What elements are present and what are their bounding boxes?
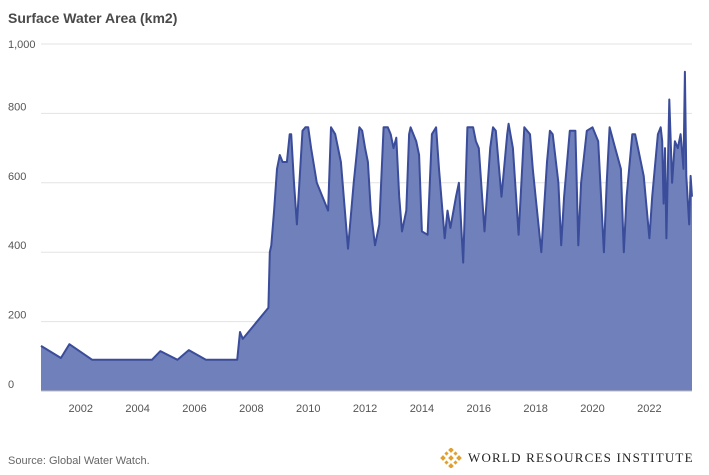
y-tick-label: 600 [8,171,26,183]
x-tick-label: 2014 [410,403,434,415]
x-tick-label: 2016 [467,403,491,415]
wri-logo-icon [440,448,462,468]
y-tick-label: 400 [8,240,26,252]
x-tick-label: 2010 [296,403,320,415]
x-tick-label: 2018 [523,403,547,415]
y-tick-label: 1,000 [8,39,36,51]
y-axis-ticks: 0 200 400 600 800 1,000 [8,39,36,391]
wri-logo[interactable]: WORLD RESOURCES INSTITUTE [440,448,694,468]
x-tick-label: 2006 [182,403,206,415]
area-series [40,70,693,392]
x-axis-ticks: 2002 2004 2006 2008 2010 2012 2014 2016 2018 2020… [69,403,662,415]
chart-title: Surface Water Area (km2) [8,10,178,26]
x-tick-label: 2012 [353,403,377,415]
y-tick-label: 800 [8,101,26,113]
x-tick-label: 2020 [580,403,604,415]
y-tick-label: 200 [8,310,26,322]
source-note: Source: Global Water Watch. [8,455,150,467]
area-fill [41,71,692,392]
y-tick-label: 0 [8,379,14,391]
x-tick-label: 2002 [69,403,93,415]
wri-logo-text: WORLD RESOURCES INSTITUTE [468,450,694,465]
x-tick-label: 2008 [239,403,263,415]
x-tick-label: 2022 [637,403,661,415]
series-line [40,70,693,361]
x-tick-label: 2004 [125,403,149,415]
